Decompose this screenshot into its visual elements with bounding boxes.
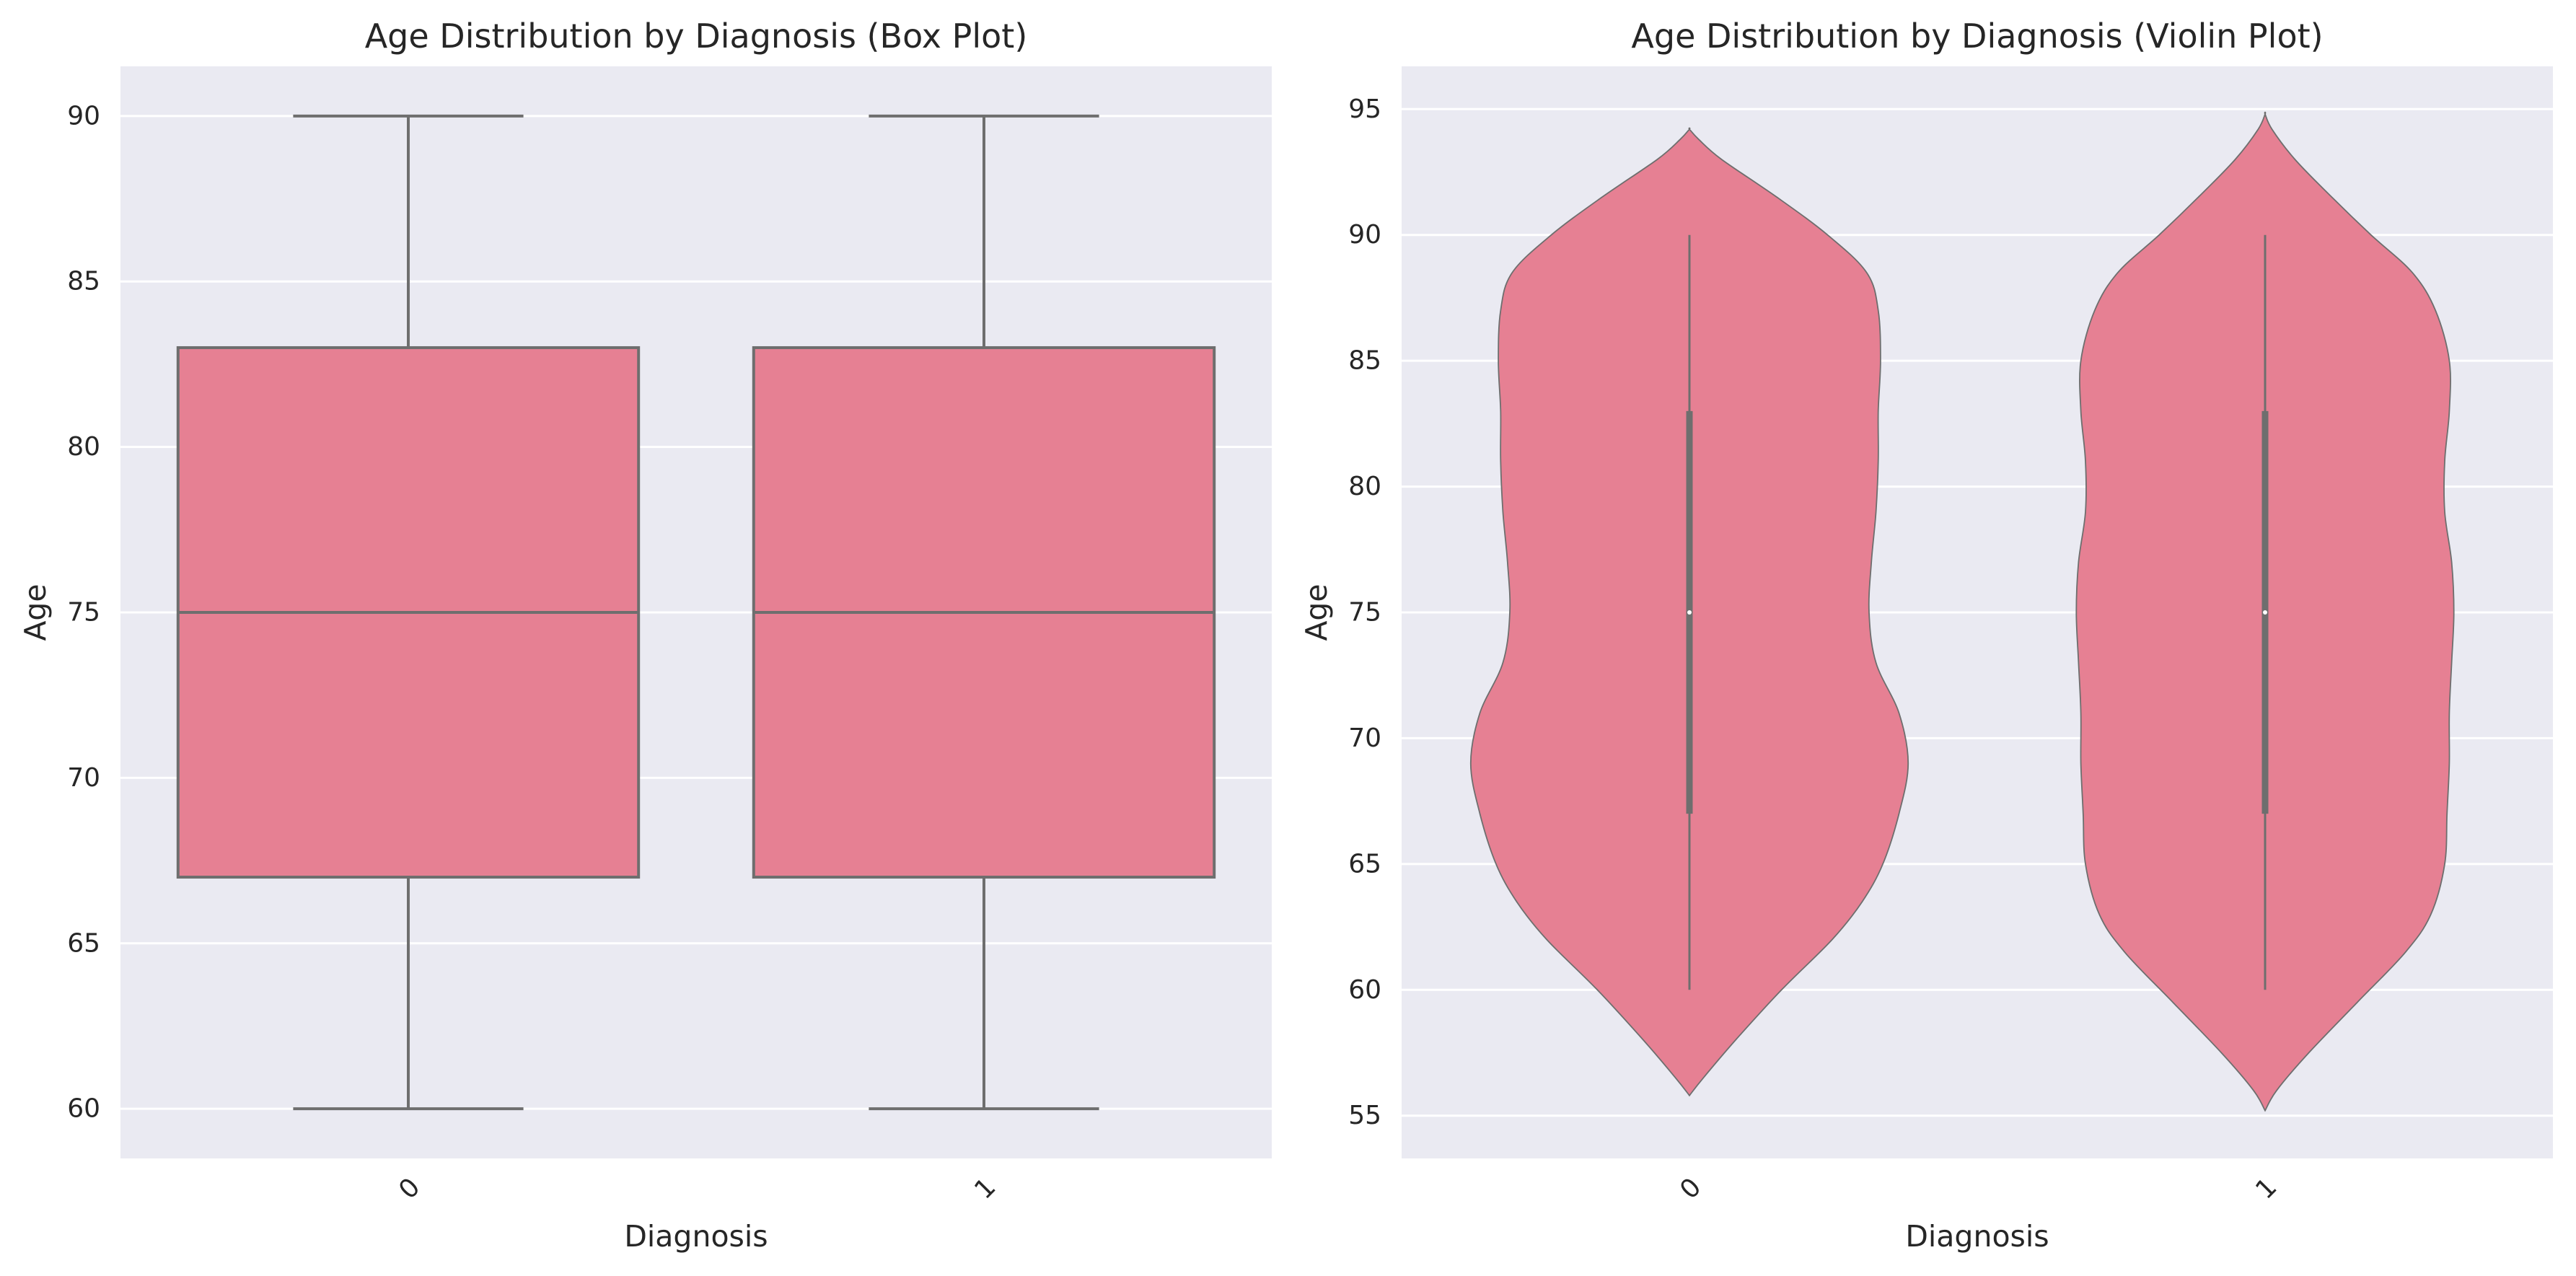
- box-y-tick-label: 90: [67, 101, 100, 131]
- violin-x-tick-label: 1: [2250, 1172, 2282, 1205]
- violin-median-point: [2263, 610, 2267, 615]
- violin-x-tick-label: 0: [1674, 1172, 1707, 1205]
- box-y-tick-label: 85: [67, 267, 100, 296]
- violin-y-tick-label: 65: [1348, 849, 1381, 879]
- violin-y-tick-label: 55: [1348, 1101, 1381, 1130]
- box-chart-title: Age Distribution by Diagnosis (Box Plot): [365, 17, 1028, 56]
- violin-y-tick-label: 70: [1348, 723, 1381, 753]
- violin-y-tick-label: 85: [1348, 346, 1381, 376]
- box-y-axis-label: Age: [18, 584, 53, 641]
- violin-y-tick-label: 75: [1348, 598, 1381, 628]
- violin-y-tick-label: 60: [1348, 975, 1381, 1005]
- violin-x-axis-label: Diagnosis: [1905, 1219, 2049, 1254]
- violin-median-point: [1687, 610, 1692, 615]
- box-1: [752, 114, 1216, 1111]
- violin-y-tick-label: 95: [1348, 94, 1381, 124]
- box-x-tick-label: 1: [969, 1172, 1001, 1205]
- box-y-tick-label: 65: [67, 928, 100, 958]
- box-x-axis-label: Diagnosis: [624, 1219, 768, 1254]
- violin-chart-title: Age Distribution by Diagnosis (Violin Pl…: [1631, 17, 2323, 56]
- box-0: [176, 114, 641, 1111]
- box-y-tick-label: 70: [67, 763, 100, 793]
- violin-1: [2075, 111, 2455, 1112]
- box-y-tick-label: 75: [67, 598, 100, 628]
- violin-y-tick-label: 90: [1348, 220, 1381, 250]
- violin-0: [1469, 127, 1909, 1097]
- violin-y-axis-label: Age: [1299, 584, 1334, 641]
- violin-y-tick-label: 80: [1348, 472, 1381, 501]
- box-x-tick-label: 0: [393, 1172, 426, 1205]
- violin-panel: 55 60 65 70 75 80 85 90 95 0 1 Age Distribution by …: [1299, 17, 2553, 1254]
- box-y-tick-label: 80: [67, 432, 100, 462]
- box-panel: 60 65 70 75 80 85 90 0 1 Age Distribution by Diag…: [18, 17, 1272, 1254]
- box-y-tick-label: 60: [67, 1094, 100, 1124]
